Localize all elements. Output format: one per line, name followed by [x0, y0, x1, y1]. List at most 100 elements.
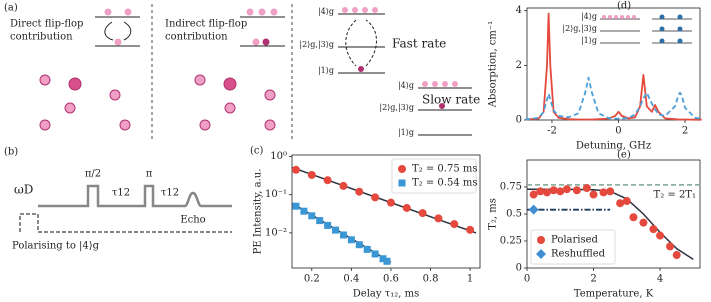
label: τ12 — [161, 188, 179, 199]
x-tick-label: 0.8 — [423, 274, 439, 285]
point — [324, 221, 332, 229]
heading: contribution — [10, 32, 73, 43]
point — [649, 225, 658, 234]
x-axis-label: Detuning, GHz — [576, 141, 651, 152]
point — [371, 193, 380, 202]
legend-box — [391, 158, 477, 194]
x-tick-label: 2 — [590, 274, 596, 285]
point — [656, 231, 665, 240]
point — [562, 185, 571, 194]
x-tick-label: 0.4 — [343, 274, 359, 285]
point — [292, 202, 300, 210]
legend-marker — [536, 249, 546, 259]
point — [672, 251, 681, 260]
axes-frame — [291, 154, 481, 269]
label: π — [146, 169, 153, 180]
point — [339, 181, 348, 190]
y-tick-label: 4 — [516, 5, 522, 16]
x-tick-label: 0 — [524, 274, 530, 285]
inset: |4⟩g |2⟩g,|3⟩g |1⟩g — [562, 12, 692, 45]
y-axis-label: PE Intensity, a.u. — [253, 169, 264, 255]
level-label: |2⟩g,|3⟩g — [299, 40, 334, 49]
y-tick-label: 0.75 — [500, 182, 522, 193]
legend-label: Polarised — [551, 235, 599, 246]
point — [589, 190, 598, 199]
legend-label: T₂ = 0.54 ms — [412, 178, 477, 189]
legend-label: Reshuffled — [551, 249, 606, 260]
point — [542, 188, 551, 197]
spectrum-line — [525, 12, 702, 121]
legend-label: T₂ = 0.75 ms — [412, 164, 477, 175]
rate-label: Slow rate — [422, 93, 480, 107]
point — [616, 199, 625, 208]
label: Polarising to |4⟩g — [12, 241, 100, 252]
spins — [39, 74, 276, 131]
point — [308, 212, 316, 220]
x-axis-label: Delay τ₁₂, ms — [353, 289, 419, 300]
heading: Indirect flip-flop — [165, 19, 247, 30]
x-tick-label: 0.6 — [383, 274, 399, 285]
panel-label: (a) — [4, 3, 18, 14]
y-tick-label: 0 — [516, 263, 522, 274]
level-label: |4⟩g — [318, 7, 334, 16]
y-tick-label: 2 — [516, 60, 522, 71]
direct-levels — [95, 8, 140, 47]
panel-b: (b) ωD π/2 τ12 π τ12 Echo Polarising to … — [4, 147, 232, 252]
level-label: |4⟩g — [398, 81, 414, 90]
y-tick-label: 0 — [516, 115, 522, 126]
legend-marker — [537, 236, 545, 244]
label: ωD — [14, 183, 33, 197]
point — [666, 242, 675, 251]
point — [599, 188, 608, 197]
pulse-sequence — [38, 184, 232, 208]
fit-line — [291, 166, 477, 234]
point — [291, 165, 300, 174]
point — [622, 197, 631, 206]
point — [307, 170, 316, 179]
point — [316, 217, 324, 225]
point — [450, 220, 459, 229]
x-tick-label: 0.2 — [304, 274, 320, 285]
point — [363, 245, 371, 253]
x-tick-label: 0 — [615, 126, 621, 137]
reference-label: T₂ = 2T₁ — [654, 189, 696, 200]
point — [529, 190, 538, 199]
point — [639, 218, 648, 227]
x-tick-label: -2 — [547, 126, 557, 137]
point — [332, 226, 340, 234]
label: Echo — [180, 215, 205, 226]
legend-marker — [398, 179, 406, 187]
x-axis-label: Temperature, K — [574, 289, 654, 300]
panel-label: (d) — [617, 1, 631, 12]
panel-label: (c) — [250, 146, 264, 157]
x-tick-label: 2 — [682, 126, 688, 137]
point — [434, 214, 443, 223]
point — [347, 236, 355, 244]
inset-label: |1⟩g — [581, 36, 597, 45]
y-tick-label: 0.5 — [506, 209, 522, 220]
label: π/2 — [85, 169, 101, 180]
level-label: |1⟩g — [398, 128, 414, 137]
panel-label: (b) — [4, 147, 18, 158]
level-label: |2⟩g,|3⟩g — [379, 103, 414, 112]
point — [629, 213, 638, 222]
panel-label: (e) — [617, 150, 631, 161]
y-tick-label: 10⁰ — [270, 151, 287, 162]
indirect-levels — [240, 8, 285, 47]
polarising-line — [19, 213, 232, 233]
point — [323, 176, 332, 185]
panel-a: (a) Direct flip-flop contribution Indire… — [4, 3, 480, 140]
point — [355, 187, 364, 196]
point — [582, 184, 591, 193]
slow-levels — [418, 81, 472, 136]
y-tick-label: 10⁻² — [265, 227, 287, 238]
point — [528, 204, 539, 215]
x-tick-label: 4 — [657, 274, 663, 285]
point — [418, 209, 427, 218]
heading: Direct flip-flop — [10, 19, 83, 30]
point — [536, 187, 545, 196]
point — [371, 250, 379, 258]
inset-label: |4⟩g — [581, 12, 597, 21]
inset-label: |2⟩g,|3⟩g — [562, 24, 597, 33]
